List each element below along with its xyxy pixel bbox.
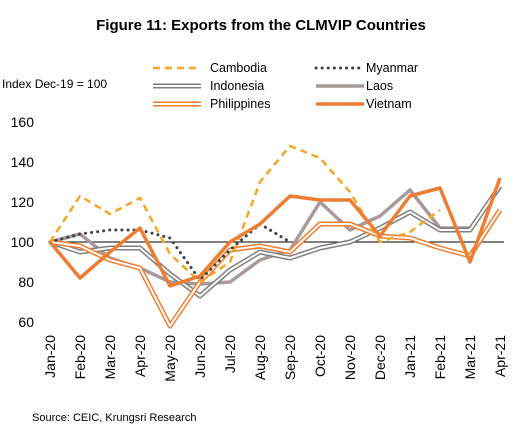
- y-tick-label: 60: [18, 314, 34, 330]
- y-tick-label: 120: [11, 194, 35, 210]
- x-tick-label: Aug-20: [252, 335, 268, 380]
- source-note: Source: CEIC, Krungsri Research: [32, 412, 196, 424]
- legend-item-myanmar: Myanmar: [314, 61, 418, 75]
- legend-label-indonesia: Indonesia: [210, 79, 264, 93]
- y-tick-label: 140: [11, 154, 35, 170]
- chart-title: Figure 11: Exports from the CLMVIP Count…: [96, 17, 426, 34]
- legend-item-cambodia: Cambodia: [153, 61, 267, 75]
- series-indonesia: [49, 184, 503, 299]
- x-tick-label: Mar-21: [462, 335, 478, 380]
- axes: 60 80 100 120 140 160 Jan-20 Feb-20 Mar-20 Apr-20…: [11, 114, 508, 382]
- x-tick-label: Oct-20: [312, 335, 328, 377]
- legend-label-laos: Laos: [366, 79, 393, 93]
- legend: Cambodia Myanmar Indonesia Laos Philippines V…: [153, 61, 418, 111]
- x-tick-label: Jul-20: [222, 335, 238, 373]
- series-myanmar: [48, 222, 292, 282]
- x-tick-label: Jan-20: [42, 335, 58, 378]
- y-tick-label: 80: [18, 274, 34, 290]
- x-tick-label: May-20: [162, 335, 178, 382]
- x-tick-label: Jan-21: [402, 335, 418, 378]
- series-laos: [49, 186, 502, 286]
- y-tick-label: 100: [11, 234, 35, 250]
- legend-label-philippines: Philippines: [210, 97, 270, 111]
- x-tick-label: Jun-20: [192, 335, 208, 378]
- y-axis-label: Index Dec-19 = 100: [2, 77, 107, 91]
- x-tick-label: Feb-20: [72, 335, 88, 380]
- x-tick-label: Apr-21: [492, 335, 508, 377]
- legend-item-vietnam: Vietnam: [316, 97, 412, 111]
- legend-item-laos: Laos: [316, 79, 393, 93]
- series-lines: [48, 144, 503, 329]
- series-vietnam: [48, 177, 502, 288]
- series-line-myanmar: [48, 222, 292, 282]
- series-line-vietnam: [48, 177, 502, 288]
- x-tick-label: Feb-21: [432, 335, 448, 380]
- legend-label-myanmar: Myanmar: [366, 61, 418, 75]
- legend-label-cambodia: Cambodia: [210, 61, 267, 75]
- legend-label-vietnam: Vietnam: [366, 97, 412, 111]
- y-tick-label: 160: [11, 114, 35, 130]
- series-line-laos: [49, 186, 502, 286]
- x-tick-label: Sep-20: [282, 335, 298, 380]
- x-tick-label: Mar-20: [102, 335, 118, 380]
- series-line-indonesia-inner: [49, 185, 501, 297]
- series-line-philippines-inner: [49, 209, 501, 327]
- series-line-indonesia: [49, 184, 503, 299]
- x-tick-label: Apr-20: [132, 335, 148, 377]
- series-philippines: [49, 208, 503, 329]
- legend-item-philippines: Philippines: [153, 97, 270, 111]
- legend-item-indonesia: Indonesia: [153, 79, 264, 93]
- x-tick-label: Dec-20: [372, 335, 388, 380]
- x-tick-label: Nov-20: [342, 335, 358, 380]
